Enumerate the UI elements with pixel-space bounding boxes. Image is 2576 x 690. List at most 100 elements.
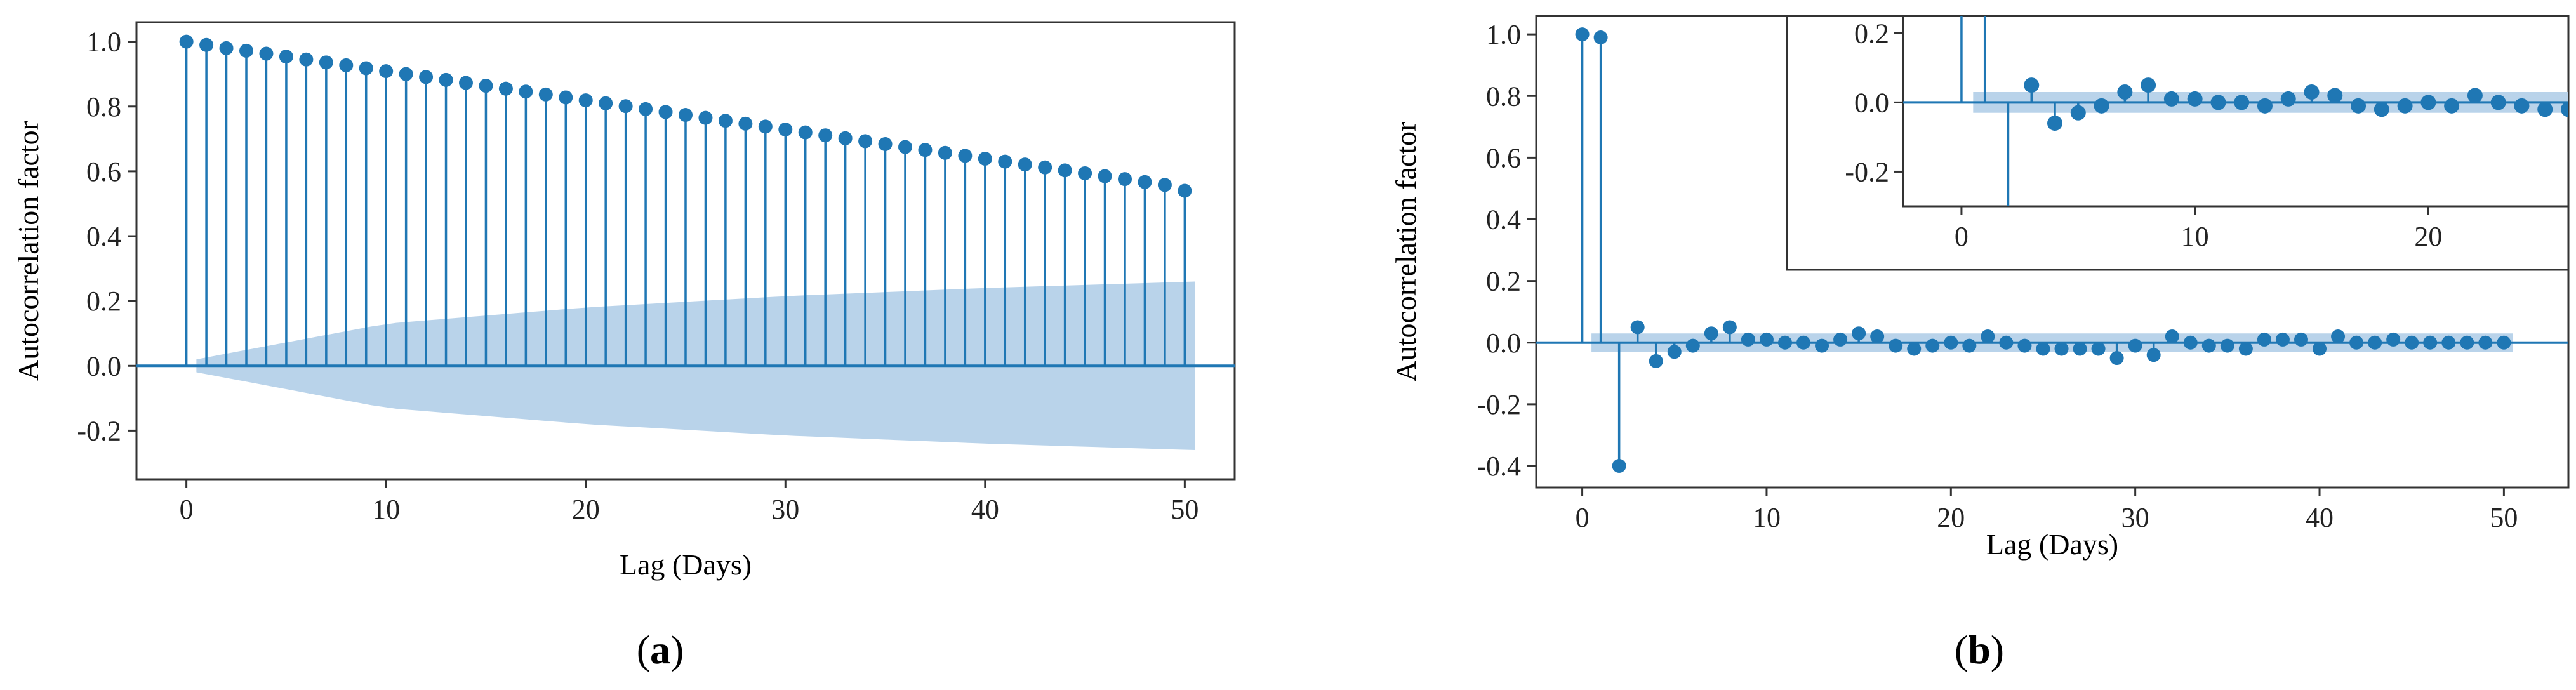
- panel-b-ytick-label: 0.2: [1486, 266, 1521, 297]
- panel-b-inset-marker-24: [2514, 98, 2530, 114]
- panel-a-marker-30: [778, 123, 793, 137]
- panel-a-marker-29: [758, 119, 773, 134]
- panel-a-marker-15: [479, 79, 493, 93]
- panel-b-marker-11: [1777, 335, 1792, 350]
- panel-a-marker-25: [679, 108, 693, 123]
- panel-b-marker-50: [2497, 335, 2511, 350]
- panel-b-inset-marker-9: [2163, 91, 2179, 107]
- panel-b-marker-25: [2036, 342, 2050, 356]
- panel-b-marker-44: [2386, 332, 2401, 347]
- panel-a-marker-20: [578, 93, 593, 108]
- panel-b-inset-marker-19: [2397, 98, 2413, 114]
- panel-b-marker-33: [2183, 335, 2198, 350]
- panel-b-marker-43: [2368, 335, 2382, 350]
- panel-b-marker-49: [2478, 335, 2493, 350]
- panel-a-xtick-label: 50: [1171, 494, 1198, 525]
- panel-a-marker-24: [658, 105, 673, 119]
- panel-a-marker-39: [958, 149, 973, 163]
- panel-a-marker-33: [838, 131, 853, 145]
- panel-a-marker-10: [379, 64, 394, 79]
- panel-b-ytick-label: 0.0: [1486, 328, 1521, 359]
- panel-a-marker-2: [219, 41, 234, 55]
- panel-a-marker-0: [179, 34, 194, 49]
- panel-b-marker-48: [2460, 335, 2474, 350]
- panel-b-ytick-label: 0.6: [1486, 142, 1521, 173]
- panel-a-marker-6: [299, 52, 314, 67]
- panel-b-inset-marker-20: [2420, 95, 2436, 110]
- panel-b-inset-plot-area: [1903, 16, 2568, 206]
- panel-b-inset-marker-21: [2444, 98, 2460, 114]
- panel-b-inset-marker-14: [2280, 91, 2296, 107]
- panel-b-marker-10: [1759, 332, 1774, 347]
- panel-a-marker-5: [279, 50, 293, 64]
- panel-a-marker-23: [639, 102, 653, 116]
- panel-b-marker-35: [2220, 338, 2234, 353]
- panel-b-marker-21: [1962, 338, 1977, 353]
- panel-a-marker-31: [798, 125, 813, 140]
- panel-b-marker-36: [2238, 342, 2253, 356]
- panel-a-xlabel: Lag (Days): [620, 548, 752, 581]
- panel-b-marker-30: [2128, 338, 2142, 353]
- panel-b-marker-45: [2405, 335, 2419, 350]
- panel-a-marker-12: [419, 70, 434, 84]
- panel-a-marker-45: [1078, 166, 1092, 180]
- panel-b-marker-8: [1722, 320, 1737, 335]
- panel-b-ytick-label: 0.8: [1486, 81, 1521, 112]
- panel-a-marker-16: [498, 81, 513, 96]
- panel-b-marker-9: [1741, 332, 1755, 347]
- panel-b-inset-xtick-label: 0: [1955, 221, 1969, 252]
- panel-a-marker-27: [718, 114, 733, 128]
- panel-a-marker-32: [818, 128, 833, 143]
- panel-a-chart: -0.2 0.0 0.2 0.4 0.6 0.8 1.0 0 10 20 30 40 50 Lag (Da…: [12, 21, 1236, 581]
- panel-b-xtick-label: 0: [1576, 502, 1590, 533]
- panel-a-ytick-label: 0.8: [86, 91, 121, 123]
- panel-b-marker-3: [1630, 320, 1645, 335]
- panel-b-inset-marker-12: [2234, 95, 2250, 110]
- caption-a: (a): [637, 627, 684, 672]
- panel-b-inset-marker-18: [2374, 102, 2389, 117]
- panel-b-ytick-label: -0.2: [1477, 389, 1521, 420]
- panel-a-marker-40: [978, 151, 992, 166]
- panel-a-xtick-label: 10: [372, 494, 400, 525]
- panel-b-marker-12: [1796, 335, 1811, 350]
- panel-a-xtick-label: 40: [971, 494, 999, 525]
- panel-a-marker-19: [559, 90, 573, 105]
- panel-b-marker-27: [2073, 342, 2087, 356]
- panel-a-marker-26: [698, 110, 713, 125]
- panel-a-ylabel: Autocorrelation factor: [12, 121, 44, 381]
- panel-b-marker-28: [2091, 342, 2106, 356]
- panel-b-marker-32: [2165, 329, 2179, 344]
- panel-a-marker-34: [858, 134, 873, 149]
- panel-b-marker-41: [2331, 329, 2346, 344]
- panel-b-marker-6: [1685, 338, 1700, 353]
- panel-a-marker-50: [1178, 183, 1192, 198]
- panel-a-marker-46: [1098, 169, 1112, 183]
- panel-a-marker-28: [738, 116, 753, 131]
- panel-b-inset-marker-6: [2094, 98, 2109, 114]
- panel-b-inset-marker-25: [2537, 102, 2553, 117]
- panel-a-marker-9: [359, 61, 373, 76]
- panel-b-marker-16: [1870, 329, 1885, 344]
- panel-b-marker-24: [2017, 338, 2032, 353]
- panel-b-xtick-label: 10: [1753, 502, 1781, 533]
- panel-b-marker-17: [1889, 338, 1903, 353]
- panel-a-ytick-label: 0.0: [86, 350, 121, 381]
- panel-a-marker-3: [239, 43, 253, 58]
- panel-b-inset-marker-26: [2561, 102, 2568, 117]
- panel-b-inset-marker-11: [2210, 95, 2226, 110]
- panel-b-marker-37: [2257, 332, 2271, 347]
- panel-a-marker-11: [399, 67, 413, 81]
- panel-b-marker-23: [1999, 335, 2014, 350]
- panel-b-xlabel: Lag (Days): [1986, 528, 2118, 561]
- panel-a-xtick-label: 0: [180, 494, 194, 525]
- panel-a-marker-13: [439, 72, 453, 87]
- panel-a-ytick-label: 0.2: [86, 286, 121, 317]
- panel-b-inset-marker-16: [2327, 88, 2343, 103]
- panel-b-marker-34: [2201, 338, 2216, 353]
- panel-b-marker-2: [1612, 459, 1626, 474]
- caption-a-letter: a: [650, 627, 670, 672]
- panel-b-inset-xtick-label: 10: [2181, 221, 2209, 252]
- panel-b-inset-ytick-label: 0.2: [1854, 18, 1889, 49]
- panel-b-inset-xtick-label: 20: [2414, 221, 2442, 252]
